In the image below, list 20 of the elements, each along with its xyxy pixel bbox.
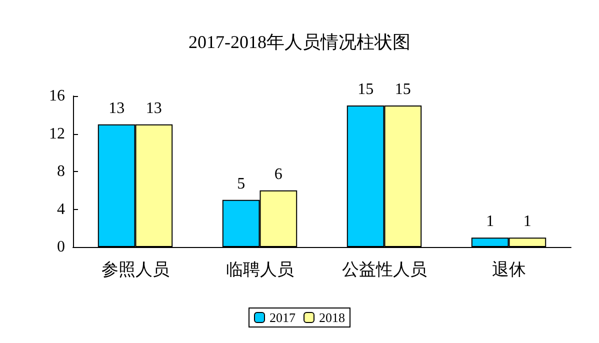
y-tick-label: 4 — [57, 200, 65, 218]
data-label: 13 — [108, 100, 125, 117]
x-tick-label: 参照人员 — [101, 260, 170, 279]
x-tick-label: 临聘人员 — [226, 260, 294, 279]
chart-title: 2017-2018年人员情况柱状图 — [188, 32, 410, 52]
legend-label: 2018 — [319, 310, 345, 325]
y-tick-label: 0 — [57, 238, 65, 256]
x-tick-label: 公益性人员 — [342, 260, 427, 279]
data-label: 15 — [394, 80, 411, 98]
data-label: 13 — [146, 100, 162, 117]
data-label: 5 — [237, 175, 246, 192]
data-label: 1 — [486, 213, 494, 230]
data-label: 1 — [523, 213, 532, 230]
y-tick-label: 12 — [49, 125, 65, 142]
data-label: 15 — [358, 80, 374, 98]
y-tick-label: 8 — [57, 163, 65, 180]
y-tick-label: 16 — [49, 88, 65, 104]
legend-label: 2017 — [270, 310, 296, 325]
x-tick-label: 退休 — [492, 260, 526, 279]
data-label: 6 — [274, 166, 282, 183]
